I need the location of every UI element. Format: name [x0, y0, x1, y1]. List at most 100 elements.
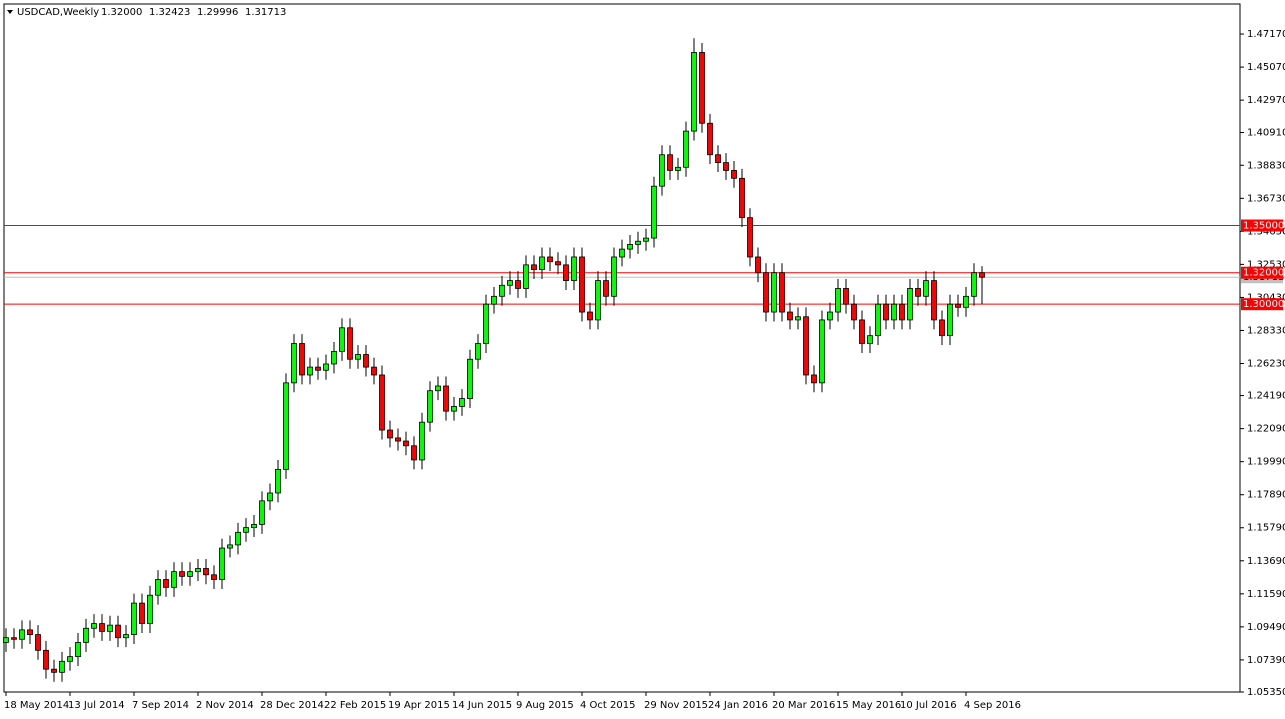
candle-body	[187, 571, 193, 577]
candle-body	[787, 311, 793, 321]
candle-body	[315, 366, 321, 371]
candle-body	[795, 316, 801, 321]
candle-body	[291, 343, 297, 384]
candle-body	[619, 248, 625, 258]
candle-body	[379, 374, 385, 431]
candle-body	[923, 280, 929, 297]
candle-body	[387, 429, 393, 439]
candle-body	[459, 398, 465, 407]
candle-body	[11, 637, 17, 640]
y-tick-label: 1.09490	[1247, 622, 1285, 633]
y-tick-label: 1.15790	[1247, 523, 1285, 534]
x-tick-label: 15 May 2016	[836, 700, 901, 711]
candle-body	[427, 390, 433, 423]
x-tick-label: 20 Mar 2016	[772, 700, 835, 711]
y-tick-label: 1.13690	[1247, 556, 1285, 567]
candle-body	[819, 319, 825, 384]
level-label: 1.32000	[1243, 268, 1284, 279]
candle-body	[299, 343, 305, 376]
candle-body	[587, 311, 593, 321]
candle-body	[307, 366, 313, 376]
candle-body	[579, 256, 585, 313]
symbol-title: USDCAD,Weekly	[17, 7, 99, 18]
candle-body	[155, 579, 161, 596]
candle-body	[523, 264, 529, 289]
candle-body	[875, 303, 881, 337]
candle-body	[3, 637, 9, 643]
x-tick-label: 29 Nov 2015	[644, 700, 708, 711]
candle-body	[107, 624, 113, 632]
candle-body	[947, 303, 953, 337]
header-value: 1.32423	[149, 7, 190, 18]
candle-body	[43, 649, 49, 670]
candle-body	[355, 354, 361, 360]
candle-body	[475, 343, 481, 360]
candle-body	[827, 311, 833, 321]
candle-body	[603, 280, 609, 297]
candle-body	[99, 623, 105, 632]
level-box	[1241, 298, 1283, 311]
candle-body	[67, 656, 73, 662]
candle-body	[219, 547, 225, 580]
candle-body	[763, 272, 769, 313]
candle-body	[651, 185, 657, 239]
x-tick-label: 19 Apr 2015	[388, 700, 450, 711]
candle-body	[979, 272, 985, 278]
candle-body	[363, 354, 369, 368]
candle-body	[331, 350, 337, 365]
x-tick-label: 22 Feb 2015	[324, 700, 386, 711]
candle-body	[635, 240, 641, 245]
candle-body	[235, 531, 241, 546]
candle-body	[563, 264, 569, 281]
candle-body	[323, 363, 329, 371]
candle-body	[35, 634, 41, 651]
y-tick-label: 1.22090	[1247, 424, 1285, 435]
y-tick-label: 1.40910	[1247, 128, 1285, 139]
candle-body	[883, 303, 889, 321]
candle-body	[195, 568, 201, 573]
candle-body	[91, 623, 97, 629]
header-value: 1.29996	[197, 7, 238, 18]
candle-body	[547, 256, 553, 263]
y-tick-label: 1.07390	[1247, 655, 1285, 666]
candle-body	[859, 319, 865, 344]
candle-body	[707, 122, 713, 156]
candle-body	[51, 668, 57, 673]
candle-body	[275, 468, 281, 494]
candle-body	[123, 634, 129, 639]
candle-body	[131, 602, 137, 635]
x-tick-label: 24 Jan 2016	[708, 700, 768, 711]
candle-body	[467, 358, 473, 399]
level-box	[1241, 219, 1283, 232]
x-tick-label: 9 Aug 2015	[516, 700, 574, 711]
candle-body	[683, 130, 689, 168]
candle-body	[451, 406, 457, 412]
header-value: 1.32000	[101, 7, 142, 18]
candle-body	[251, 524, 257, 528]
candle-body	[691, 52, 697, 132]
candle-body	[755, 256, 761, 274]
candle-body	[739, 177, 745, 219]
candle-body	[555, 261, 561, 266]
candle-body	[491, 295, 497, 305]
candle-body	[411, 445, 417, 461]
level-label: 1.35000	[1243, 221, 1284, 232]
menu-arrow[interactable]	[7, 10, 13, 14]
candle-body	[419, 421, 425, 461]
candle-body	[203, 568, 209, 576]
y-tick-label: 1.19990	[1247, 457, 1285, 468]
x-tick-label: 10 Jul 2016	[900, 700, 957, 711]
y-tick-label: 1.45070	[1247, 62, 1285, 73]
candle-body	[371, 366, 377, 376]
candle-body	[259, 500, 265, 525]
candle-body	[699, 52, 705, 124]
candle-body	[851, 303, 857, 321]
candle-body	[627, 243, 633, 250]
y-tick-label: 1.11590	[1247, 589, 1285, 600]
candle-body	[163, 579, 169, 588]
candle-body	[931, 280, 937, 321]
x-tick-label: 14 Jun 2015	[452, 700, 512, 711]
candle-body	[339, 327, 345, 352]
x-tick-label: 7 Sep 2014	[132, 700, 189, 711]
